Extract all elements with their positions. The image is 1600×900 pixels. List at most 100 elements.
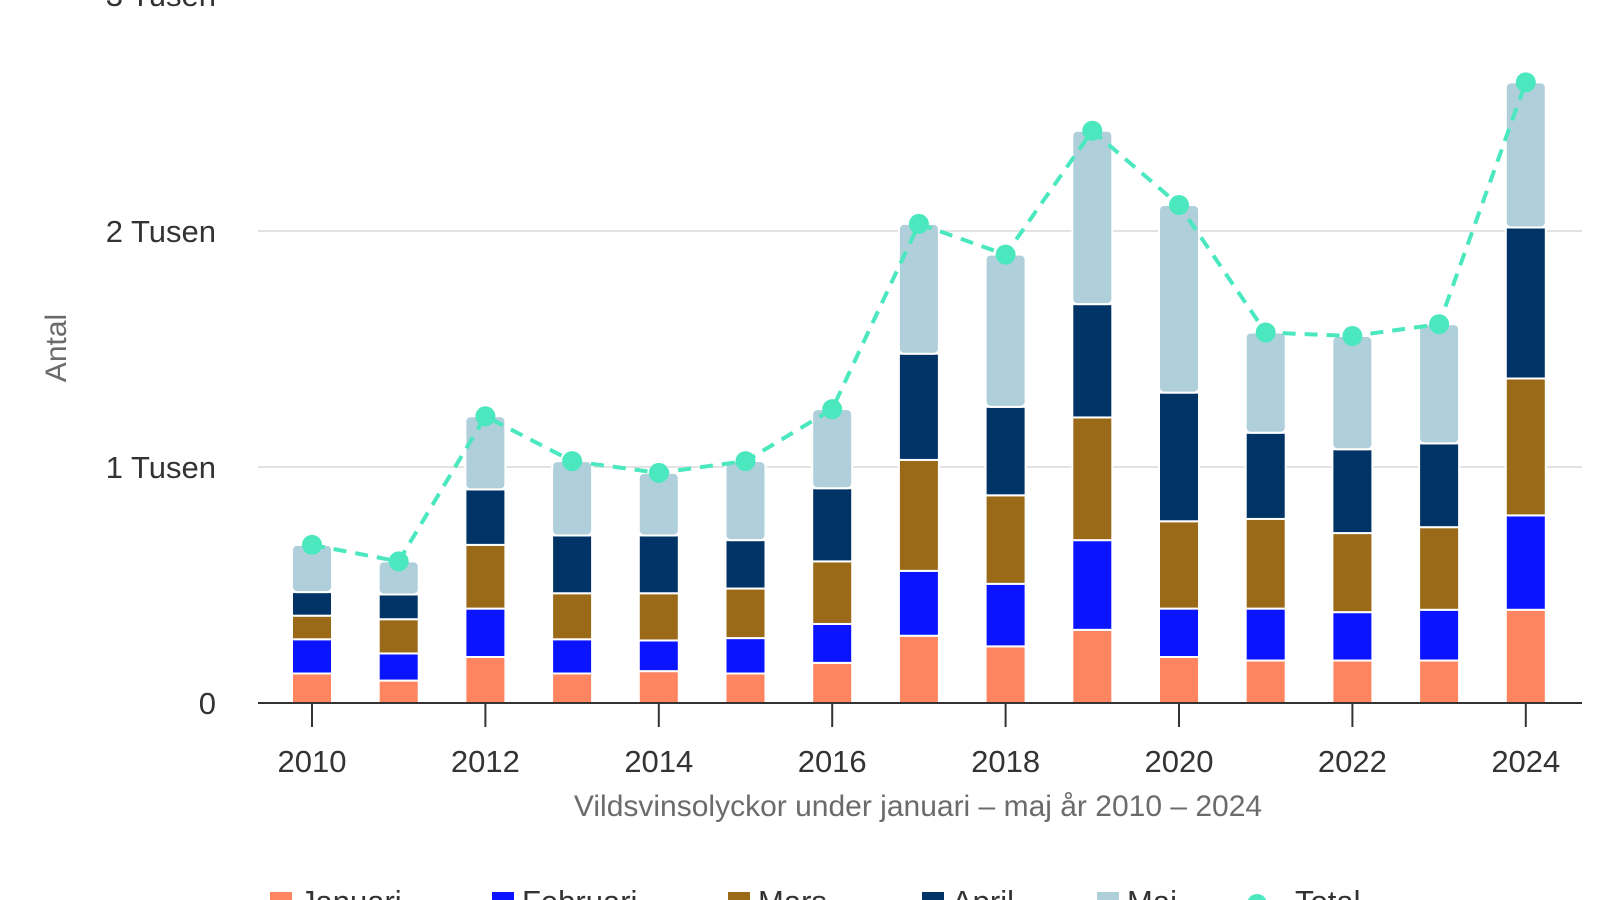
bar-stack xyxy=(1158,204,1200,704)
bar-segment xyxy=(637,639,680,673)
bar-segment xyxy=(1244,431,1287,520)
bar-segment xyxy=(1504,81,1547,229)
bar-segment xyxy=(1158,520,1200,610)
total-point xyxy=(1255,322,1276,343)
bar-segment xyxy=(291,672,333,704)
bar-segment xyxy=(984,253,1027,408)
x-tick-label: 2020 xyxy=(1145,744,1214,779)
bar-stack xyxy=(551,460,594,704)
bar-segment xyxy=(724,672,767,704)
bar-segment xyxy=(1158,607,1200,658)
bar-segment xyxy=(1331,659,1374,705)
bar-segment xyxy=(724,587,767,640)
bar-segment xyxy=(1071,416,1114,542)
bar-segment xyxy=(984,494,1027,585)
bar-segment xyxy=(724,637,767,675)
bar-segment xyxy=(984,645,1027,704)
bar-segment xyxy=(637,592,680,642)
bar-segment xyxy=(551,672,594,704)
x-axis-label: Vildsvinsolyckor under januari – maj år … xyxy=(574,790,1262,823)
total-point xyxy=(1515,72,1536,93)
bar-segment xyxy=(1331,448,1374,535)
total-point xyxy=(302,534,322,555)
bar-segment xyxy=(1504,226,1547,380)
total-line-series xyxy=(302,72,1536,572)
bar-segment xyxy=(1418,659,1461,705)
bar-segment xyxy=(1418,526,1461,611)
legend-item: April xyxy=(922,884,1014,900)
bar-segment xyxy=(377,652,420,682)
total-point xyxy=(908,213,929,234)
bar-segment xyxy=(1071,129,1114,306)
bar-segment xyxy=(1244,331,1287,434)
total-line xyxy=(311,81,1528,564)
bar-segment xyxy=(1504,514,1547,611)
legend-item: Maj xyxy=(1097,884,1177,900)
total-point xyxy=(822,399,843,420)
bar-segment xyxy=(1418,608,1461,662)
total-point xyxy=(735,451,756,472)
bar-segment xyxy=(1244,659,1287,705)
bar-segment xyxy=(464,655,507,704)
bar-stack xyxy=(1071,129,1114,705)
bar-segment xyxy=(897,458,940,572)
total-point xyxy=(648,462,669,483)
bar-segment xyxy=(1331,611,1374,662)
bar-segment xyxy=(551,638,594,675)
x-tick-label: 2012 xyxy=(451,744,520,779)
y-axis-ticks: 0 1 Tusen 2 Tusen 3 Tusen xyxy=(106,0,216,721)
bar-segment xyxy=(637,670,680,705)
x-tick-label: 2010 xyxy=(278,744,347,779)
bar-segment xyxy=(464,488,507,546)
bar-segment xyxy=(291,591,333,617)
bar-stack xyxy=(1418,323,1461,705)
x-tick-label: 2016 xyxy=(798,744,867,779)
legend-label: April xyxy=(952,884,1014,900)
total-point xyxy=(475,406,496,427)
bar-segment xyxy=(291,638,333,675)
legend-item: Februari xyxy=(492,884,637,900)
legend-label: Maj xyxy=(1127,884,1177,900)
legend-label: Total xyxy=(1295,884,1360,900)
legend-item: Total xyxy=(1247,884,1360,900)
bar-segment xyxy=(551,534,594,595)
legend-swatch xyxy=(728,892,750,900)
legend-label: Februari xyxy=(522,884,637,900)
bar-stack xyxy=(984,253,1027,704)
bar-segment xyxy=(1158,391,1200,523)
bar-segment xyxy=(1071,539,1114,631)
bar-segment xyxy=(724,460,767,542)
total-point xyxy=(1429,314,1450,335)
bar-segment xyxy=(897,352,940,461)
y-tick-label: 0 xyxy=(199,686,216,721)
bar-stack xyxy=(724,460,767,704)
bar-segment xyxy=(811,560,854,625)
bar-segment xyxy=(377,593,420,621)
bar-segment xyxy=(551,460,594,537)
legend-marker xyxy=(1247,894,1267,900)
total-point xyxy=(1342,326,1363,347)
bar-segment xyxy=(811,622,854,664)
bar-stack xyxy=(291,543,333,704)
bar-stack xyxy=(811,408,854,705)
bar-segment xyxy=(1158,655,1200,704)
bar-segment xyxy=(811,661,854,705)
bar-stack xyxy=(1504,81,1547,705)
x-tick-label: 2024 xyxy=(1491,744,1560,779)
bar-segment xyxy=(984,582,1027,648)
bar-stack xyxy=(1331,335,1374,705)
bar-segment xyxy=(377,679,420,705)
bar-segment xyxy=(1418,442,1461,529)
stacked-bars xyxy=(291,81,1547,705)
y-tick-label: 1 Tusen xyxy=(106,450,216,485)
legend-swatch xyxy=(1097,892,1119,900)
bar-segment xyxy=(1418,323,1461,445)
bar-segment xyxy=(1158,204,1200,394)
bar-segment xyxy=(1331,532,1374,614)
legend-item: Mars xyxy=(728,884,827,900)
legend-item: Januari xyxy=(270,884,402,900)
legend-label: Januari xyxy=(300,884,402,900)
x-tick-label: 2014 xyxy=(624,744,693,779)
bar-segment xyxy=(637,534,680,595)
